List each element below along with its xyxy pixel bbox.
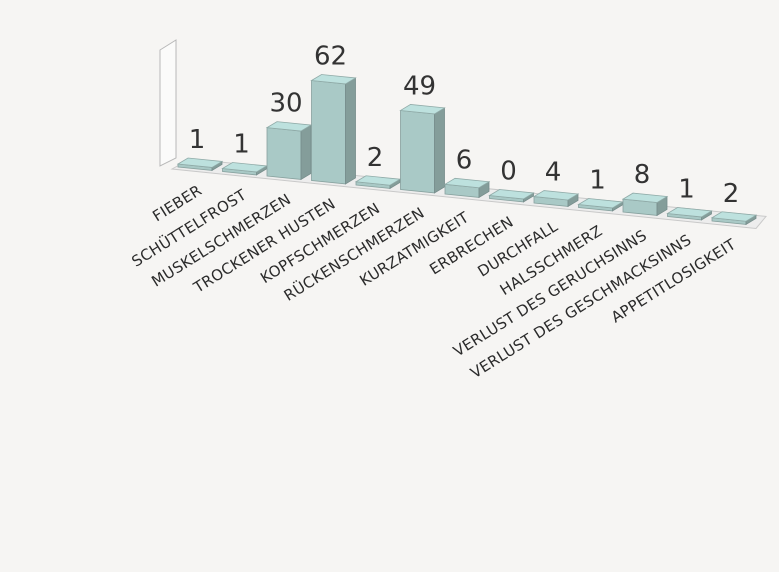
bar-top	[532, 190, 580, 201]
bar-top	[221, 162, 268, 173]
bar	[621, 192, 669, 217]
value-label: 2	[723, 179, 740, 209]
value-label: 6	[456, 145, 473, 175]
bar	[443, 177, 491, 199]
value-label: 0	[500, 157, 517, 187]
bar-top	[666, 207, 713, 218]
bar	[354, 175, 402, 190]
bar-top	[310, 74, 357, 85]
bar-side	[300, 124, 312, 181]
bar	[399, 104, 446, 194]
bar	[666, 207, 713, 221]
value-label: 30	[269, 89, 302, 119]
value-label: 2	[367, 143, 384, 173]
bar-top	[176, 157, 224, 168]
value-label: 8	[634, 160, 651, 190]
bar-top	[577, 198, 624, 209]
value-label: 1	[233, 130, 250, 160]
bar-top	[710, 211, 758, 222]
value-label: 1	[678, 175, 695, 205]
bar	[577, 198, 624, 212]
value-label: 1	[589, 166, 606, 196]
bar-top	[443, 177, 491, 189]
bar-top	[265, 121, 313, 132]
bar-side	[345, 77, 356, 185]
bar	[310, 74, 357, 185]
bar	[221, 162, 268, 176]
chart-left-wall	[159, 39, 177, 167]
bar	[532, 190, 580, 208]
bar-top	[399, 104, 446, 115]
bar-front	[400, 110, 435, 194]
bar	[710, 211, 758, 226]
bar-top	[354, 175, 402, 186]
bar	[265, 121, 313, 181]
bar	[488, 189, 535, 203]
value-label: 4	[545, 158, 562, 188]
value-label: 49	[403, 71, 436, 101]
bar-front	[311, 80, 346, 185]
bar-top	[621, 192, 669, 203]
bar-front	[266, 127, 302, 180]
bar	[176, 157, 224, 172]
value-label: 62	[314, 42, 347, 72]
bar-top	[488, 189, 535, 200]
bar-series	[176, 74, 758, 226]
value-label: 1	[189, 125, 206, 155]
chart-walls	[159, 39, 767, 229]
bar-side	[434, 107, 445, 194]
